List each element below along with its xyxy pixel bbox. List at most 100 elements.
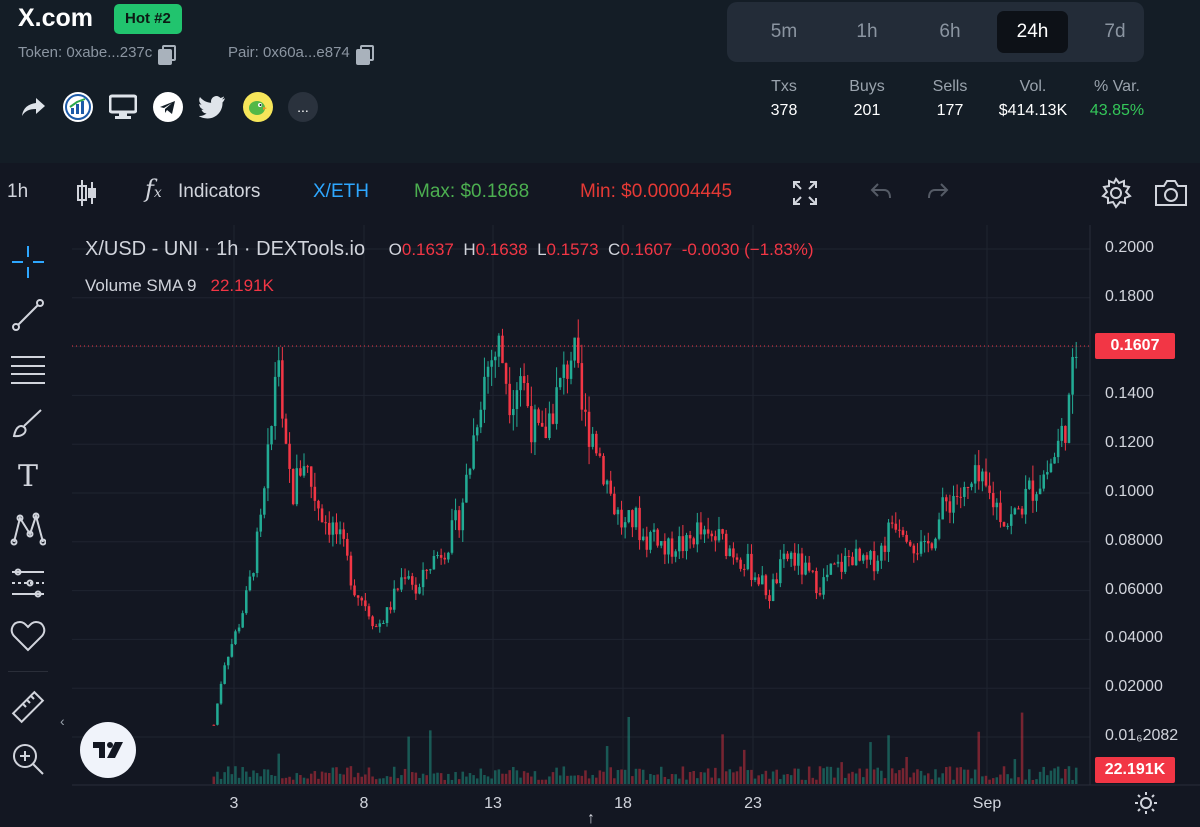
stat-txs-label: Txs [771, 78, 797, 95]
timeframe-5m[interactable]: 5m [770, 21, 798, 42]
volume-bar [1020, 712, 1024, 784]
volume-bar [508, 770, 511, 784]
redo-icon[interactable] [927, 182, 949, 206]
volume-bar [219, 778, 223, 784]
volume-bar [595, 777, 598, 784]
volume-bar [714, 767, 717, 784]
volume-bar [537, 779, 540, 784]
volume-bar [407, 736, 410, 784]
volume-indicator-value: 22.191K [210, 276, 274, 295]
fullscreen-icon[interactable] [792, 180, 818, 212]
auto-scale-icon[interactable] [1133, 790, 1159, 821]
volume-bar [346, 767, 349, 784]
more-icon[interactable]: ... [288, 92, 318, 122]
volume-bar [569, 775, 573, 784]
timeframe-6h[interactable]: 6h [939, 21, 961, 42]
volume-bar [313, 771, 317, 784]
crosshair-icon[interactable] [6, 240, 50, 284]
camera-icon[interactable] [1154, 179, 1188, 213]
candle-body [530, 406, 533, 443]
volume-bar [519, 777, 522, 784]
collapse-toolbar-icon[interactable]: ‹ [60, 713, 65, 729]
timeframe-7d[interactable]: 7d [1104, 21, 1126, 42]
candle-body [732, 548, 735, 558]
candle-body [515, 390, 519, 410]
volume-bar [512, 766, 515, 784]
telegram-icon[interactable] [153, 92, 183, 122]
candle-body [999, 502, 1002, 523]
candle-body [887, 522, 890, 552]
website-icon[interactable] [108, 92, 138, 122]
volume-bar [1060, 778, 1064, 784]
candle-body [908, 541, 912, 546]
volume-bar [475, 778, 479, 784]
volume-bar [306, 778, 309, 784]
candle-body [447, 552, 450, 560]
candle-body [291, 468, 295, 505]
volume-bar [454, 772, 457, 784]
parrot-logo-icon[interactable] [243, 92, 273, 122]
time-tick-label: 18 [614, 795, 632, 812]
trend-line-icon[interactable] [6, 293, 50, 337]
volume-bar [761, 774, 764, 784]
brush-icon[interactable] [6, 401, 50, 445]
candle-body [519, 376, 522, 391]
timeframe-1h[interactable]: 1h [856, 21, 878, 42]
text-tool-icon[interactable]: T [17, 458, 38, 494]
chart-logo-icon[interactable] [63, 92, 93, 122]
scroll-up-icon[interactable]: ↑ [587, 810, 595, 827]
volume-bar [959, 767, 962, 784]
candle-body [234, 631, 237, 645]
volume-bar [815, 779, 818, 784]
candles-type-icon[interactable] [76, 178, 98, 214]
candle-body [963, 487, 966, 497]
share-icon[interactable] [18, 92, 48, 122]
candle-body [847, 555, 851, 557]
undo-icon[interactable] [870, 182, 892, 206]
price-tick-label: 0.2000 [1105, 239, 1154, 256]
pattern-tool-icon[interactable] [6, 507, 50, 551]
price-tick-label: 0.02000 [1105, 678, 1163, 696]
volume-bar [540, 779, 544, 784]
volume-bar [270, 774, 273, 784]
hot-rank-badge[interactable]: Hot #2 [114, 4, 182, 34]
volume-bar [1024, 779, 1027, 784]
zoom-in-icon[interactable] [6, 737, 50, 781]
candle-body [804, 562, 807, 575]
social-links: ... [18, 92, 318, 122]
volume-tag: 22.191K [1095, 757, 1175, 783]
candle-body [973, 465, 977, 484]
fib-retracement-icon[interactable] [6, 347, 50, 391]
volume-bar [558, 775, 562, 784]
ruler-icon[interactable] [6, 685, 50, 729]
volume-bar [988, 779, 991, 784]
indicators-button[interactable]: Indicators [178, 181, 261, 202]
max-price-label: Max: $0.1868 [414, 181, 530, 202]
timeframe-24h[interactable]: 24h [997, 11, 1068, 53]
volume-bar [551, 772, 555, 784]
interval-selector[interactable]: 1h [7, 181, 29, 202]
copy-token-icon[interactable] [158, 44, 177, 65]
candle-body [1038, 488, 1042, 495]
settings-gear-icon[interactable] [1100, 177, 1132, 215]
twitter-icon[interactable] [198, 92, 228, 122]
candle-body [309, 466, 313, 487]
volume-bar [862, 777, 865, 784]
candle-body [1053, 457, 1056, 464]
pair-switch-button[interactable]: X/ETH [313, 181, 369, 202]
volume-bar [598, 770, 602, 784]
volume-bar [1038, 771, 1042, 784]
tradingview-logo[interactable] [80, 722, 136, 778]
copy-pair-icon[interactable] [355, 44, 374, 65]
candle-body [299, 468, 302, 476]
favorites-heart-icon[interactable] [6, 614, 50, 658]
volume-bar [688, 772, 692, 784]
price-tick-label: 0.08000 [1105, 531, 1163, 549]
candle-body [342, 529, 345, 539]
prediction-tool-icon[interactable] [6, 561, 50, 605]
volume-bar [789, 775, 793, 784]
token-header: X.com Hot #2 Token: 0xabe...237c Pair: 0… [0, 0, 1200, 163]
candle-body [627, 510, 631, 523]
fx-icon[interactable]: fx [145, 175, 162, 203]
